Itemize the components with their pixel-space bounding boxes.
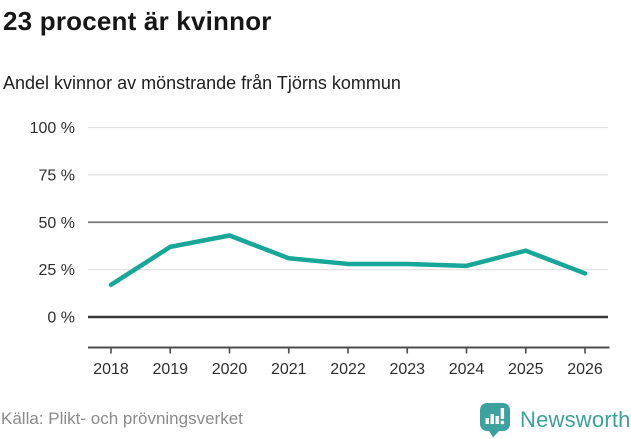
y-tick-label: 75 % [39, 167, 75, 184]
y-tick-label: 100 % [30, 120, 75, 137]
x-tick-label: 2024 [449, 361, 485, 378]
y-axis-labels: 0 % 25 % 50 % 75 % 100 % [30, 120, 75, 327]
x-tick-label: 2020 [212, 361, 248, 378]
y-tick-label: 50 % [39, 215, 75, 232]
source-note: Källa: Plikt- och prövningsverket [1, 409, 243, 428]
x-tick-label: 2023 [389, 361, 425, 378]
newsworthy-badge-icon [480, 403, 510, 438]
newsworthy-logo-text: Newsworthy [520, 407, 631, 432]
x-tick-label: 2018 [93, 361, 129, 378]
gridlines [88, 126, 608, 319]
x-tick-label: 2026 [567, 361, 603, 378]
chart-subtitle: Andel kvinnor av mönstrande från Tjörns … [3, 73, 401, 93]
x-tick-label: 2021 [271, 361, 307, 378]
y-tick-label: 25 % [39, 262, 75, 279]
x-tick-label: 2025 [508, 361, 544, 378]
x-axis-labels: 2018 2019 2020 2021 2022 2023 2024 2025 2026 [93, 361, 603, 378]
chart-title: 23 procent är kvinnor [3, 6, 272, 36]
data-line [108, 233, 588, 288]
x-axis [88, 346, 610, 354]
y-tick-label: 0 % [47, 310, 75, 327]
x-tick-label: 2019 [152, 361, 188, 378]
x-tick-label: 2022 [330, 361, 366, 378]
newsworthy-logo[interactable]: Newsworthy [479, 402, 631, 438]
